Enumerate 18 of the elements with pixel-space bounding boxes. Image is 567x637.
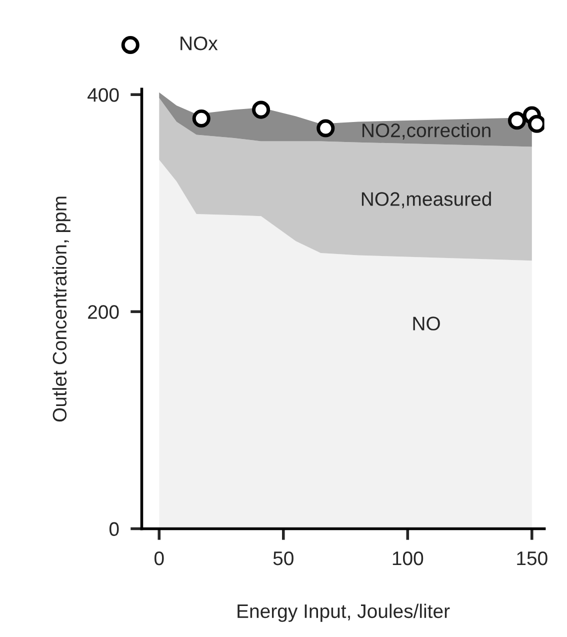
y-tick-label: 200 [88, 305, 119, 319]
series-label: NO2,correction [362, 122, 490, 140]
x-tick-label: 150 [517, 551, 548, 566]
x-axis-title: Energy Input, Joules/liter [238, 604, 450, 622]
point [192, 109, 210, 128]
y-axis-title: Outlet Concentration, ppm [52, 196, 70, 422]
x-tick-label: 100 [392, 551, 424, 566]
series-label: NO2,measured [362, 192, 491, 208]
series-label: NO [413, 316, 440, 330]
x-tick-label: 50 [273, 551, 294, 566]
point [252, 100, 270, 119]
point [508, 112, 526, 130]
point [528, 114, 544, 133]
legend-label: NOx [180, 36, 218, 50]
y-tick-label: 400 [88, 88, 119, 102]
x-tick-label: 0 [154, 551, 164, 566]
point [316, 119, 335, 138]
y-tick-label: 0 [109, 522, 119, 536]
